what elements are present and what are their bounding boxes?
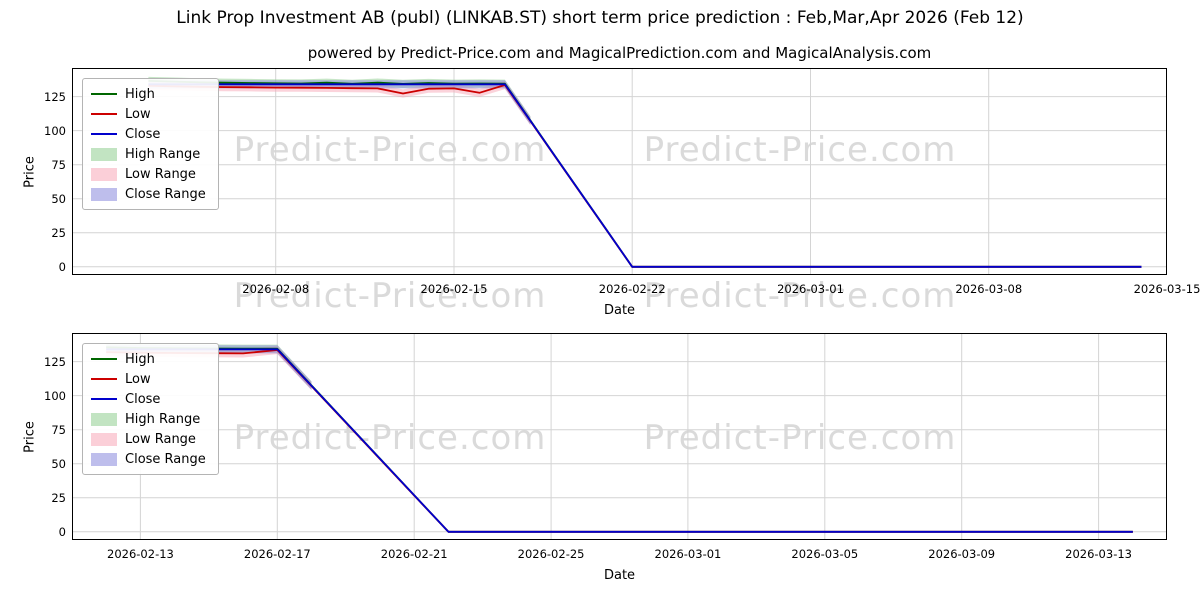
legend-entry: High Range — [91, 144, 206, 164]
top-y-tick-label: 100 — [44, 123, 66, 138]
top-legend: High Low Close High Range Low Range Close Ran… — [82, 78, 219, 210]
bottom-x-axis-label: Date — [603, 568, 636, 583]
watermark-text: Predict-Price.com — [643, 418, 957, 458]
bottom-y-axis-label: Price — [22, 420, 38, 453]
legend-label: Low Range — [125, 431, 196, 447]
bottom-y-tick-label: 25 — [51, 490, 66, 505]
bottom-x-tick-label: 2026-02-17 — [243, 547, 311, 561]
top-x-tick-label: 2026-02-15 — [420, 282, 488, 296]
legend-label: High Range — [125, 146, 201, 162]
bottom-x-tick-label: 2026-02-25 — [517, 547, 585, 561]
bottom-x-tick-label: 2026-03-01 — [654, 547, 722, 561]
legend-label: High — [125, 351, 155, 367]
top-x-tick-label: 2026-02-08 — [242, 282, 310, 296]
legend-entry: High — [91, 349, 206, 369]
legend-patch-swatch — [91, 452, 117, 466]
legend-entry: High — [91, 84, 206, 104]
top-y-tick-label: 25 — [51, 225, 66, 240]
top-x-tick-label: 2026-03-01 — [777, 282, 844, 296]
legend-entry: Low — [91, 369, 206, 389]
legend-line-swatch — [91, 358, 117, 360]
legend-label: Close Range — [125, 451, 206, 467]
bottom-x-tick-label: 2026-03-13 — [1065, 547, 1132, 561]
legend-patch-swatch — [91, 412, 117, 426]
watermark-text: Predict-Price.com — [233, 130, 547, 170]
bottom-x-tick-label: 2026-02-21 — [380, 547, 448, 561]
legend-line-swatch — [91, 93, 117, 95]
bottom-legend: High Low Close High Range Low Range Close Ran… — [82, 343, 219, 475]
legend-entry: Close Range — [91, 449, 206, 469]
legend-label: High — [125, 86, 155, 102]
legend-label: Close Range — [125, 186, 206, 202]
legend-label: High Range — [125, 411, 201, 427]
bottom-y-tick-label: 0 — [58, 524, 66, 539]
legend-line-swatch — [91, 378, 117, 380]
watermark-text: Predict-Price.com — [643, 130, 957, 170]
bottom-y-tick-label: 75 — [51, 422, 66, 437]
chart-subtitle: powered by Predict-Price.com and Magical… — [307, 44, 932, 62]
bottom-plot-area — [72, 333, 1167, 540]
top-x-axis-label: Date — [603, 303, 636, 318]
watermark-text: Predict-Price.com — [233, 418, 547, 458]
legend-patch-swatch — [91, 147, 117, 161]
watermark-text: Predict-Price.com — [643, 276, 957, 316]
top-y-tick-label: 125 — [44, 89, 66, 104]
legend-entry: Close — [91, 389, 206, 409]
top-y-axis-label: Price — [22, 155, 38, 188]
top-y-tick-label: 75 — [51, 157, 66, 172]
legend-patch-swatch — [91, 187, 117, 201]
watermark-text: Predict-Price.com — [233, 276, 547, 316]
bottom-x-tick-label: 2026-03-09 — [928, 547, 996, 561]
legend-line-swatch — [91, 133, 117, 135]
legend-label: Close — [125, 391, 161, 407]
legend-entry: High Range — [91, 409, 206, 429]
bottom-y-tick-label: 125 — [44, 354, 66, 369]
chart-title: Link Prop Investment AB (publ) (LINKAB.S… — [176, 8, 1024, 28]
top-x-tick-label: 2026-03-08 — [955, 282, 1023, 296]
legend-line-swatch — [91, 113, 117, 115]
legend-label: Low Range — [125, 166, 196, 182]
legend-entry: Close — [91, 124, 206, 144]
legend-label: Close — [125, 126, 161, 142]
legend-patch-swatch — [91, 432, 117, 446]
legend-label: Low — [125, 106, 151, 122]
top-y-tick-label: 0 — [58, 259, 66, 274]
legend-entry: Low Range — [91, 164, 206, 184]
legend-label: Low — [125, 371, 151, 387]
bottom-x-tick-label: 2026-02-13 — [107, 547, 174, 561]
top-y-tick-label: 50 — [51, 191, 66, 206]
bottom-y-tick-label: 100 — [44, 388, 66, 403]
legend-line-swatch — [91, 398, 117, 400]
legend-patch-swatch — [91, 167, 117, 181]
top-x-tick-label: 2026-03-15 — [1133, 282, 1200, 296]
top-plot-area — [72, 68, 1167, 275]
bottom-x-tick-label: 2026-03-05 — [791, 547, 859, 561]
bottom-y-tick-label: 50 — [51, 456, 66, 471]
legend-entry: Close Range — [91, 184, 206, 204]
legend-entry: Low — [91, 104, 206, 124]
top-x-tick-label: 2026-02-22 — [598, 282, 666, 296]
legend-entry: Low Range — [91, 429, 206, 449]
